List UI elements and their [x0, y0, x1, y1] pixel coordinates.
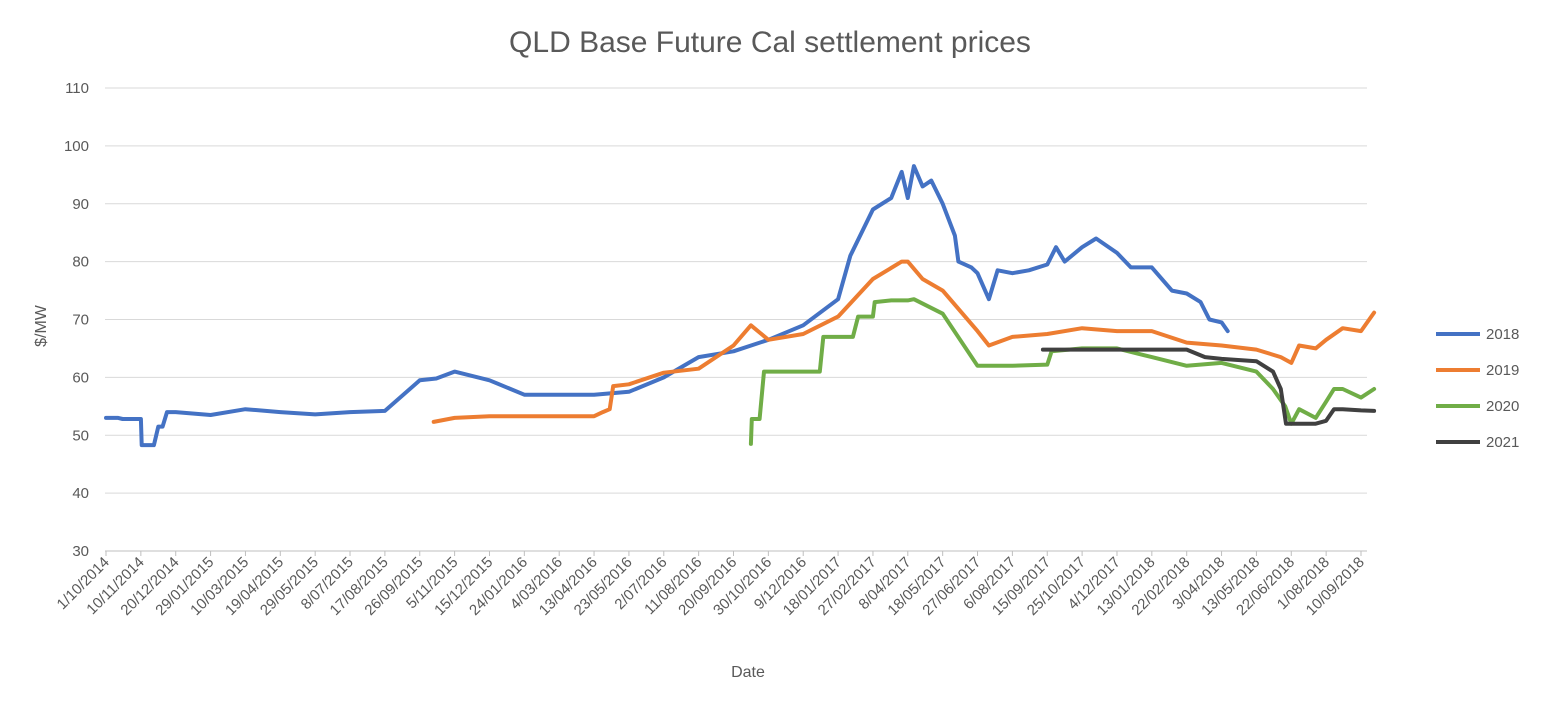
y-tick-label: 60 — [72, 369, 89, 386]
y-tick-label: 90 — [72, 196, 89, 213]
series-line-2019 — [431, 259, 1377, 424]
legend-label-2018: 2018 — [1486, 326, 1519, 343]
legend-label-2021: 2021 — [1486, 434, 1519, 451]
x-axis: 1/10/201410/11/201420/12/201429/01/20151… — [54, 551, 1368, 619]
series-line-2020 — [748, 297, 1377, 446]
legend-label-2019: 2019 — [1486, 362, 1519, 379]
y-tick-label: 100 — [64, 138, 89, 155]
y-tick-label: 40 — [72, 485, 89, 502]
y-tick-label: 30 — [72, 543, 89, 560]
series-line-2018 — [104, 164, 1230, 448]
y-tick-label: 110 — [65, 80, 89, 97]
y-tick-label: 80 — [72, 254, 89, 271]
series-lines — [104, 164, 1377, 448]
y-tick-label: 50 — [72, 427, 89, 444]
series-line-2021 — [1040, 347, 1377, 426]
x-axis-title: Date — [731, 664, 765, 681]
chart-title: QLD Base Future Cal settlement prices — [509, 26, 1031, 59]
y-tick-label: 70 — [72, 312, 89, 329]
y-axis: 30 40 50 60 70 80 90 100 110 — [64, 80, 89, 560]
y-axis-title: $/MW — [33, 304, 50, 347]
gridlines — [105, 87, 1367, 552]
legend: 2018 2019 2020 2021 — [1436, 326, 1519, 451]
legend-label-2020: 2020 — [1486, 398, 1519, 415]
